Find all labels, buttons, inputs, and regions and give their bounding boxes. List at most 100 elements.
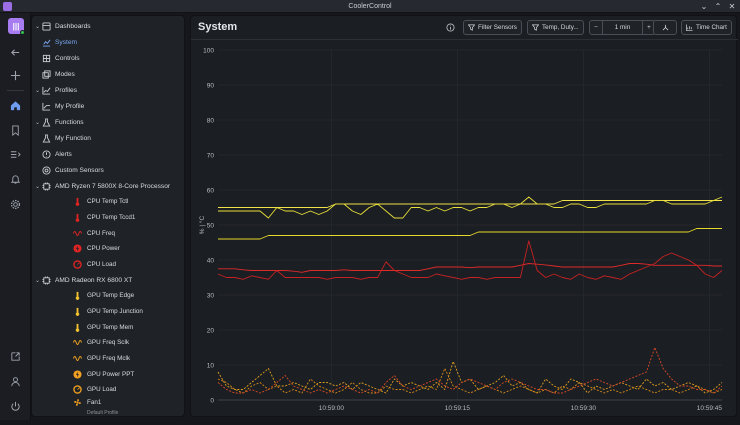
sensor-row[interactable]: GPU Temp Mem58.0° (72, 319, 185, 335)
sensor-row[interactable]: CPU Power41.5W (72, 241, 185, 257)
frequency-icon (72, 337, 83, 348)
rail-divider (7, 90, 24, 91)
flask-icon (41, 117, 52, 128)
tree-label: Profiles (55, 87, 77, 94)
x-tick-label: 10:59:15 (445, 405, 471, 412)
page-title: System (198, 21, 237, 33)
sensor-row[interactable]: CPU Temp Tctl38.3° (72, 194, 185, 210)
sensor-row[interactable]: GPU Power PPT50.0W (72, 367, 185, 383)
tree-item-alerts[interactable]: Alerts (41, 147, 72, 163)
sensor-label: GPU Load (87, 386, 116, 393)
y-axis-label: % | °C (198, 216, 206, 235)
tree-item-functions[interactable]: ⌄ Functions (34, 115, 84, 131)
tree-item-controls[interactable]: Controls (41, 51, 80, 67)
x-tick-label: 10:59:30 (571, 405, 597, 412)
profile-graph-icon (41, 85, 52, 96)
close-icon[interactable]: ✕ (728, 0, 736, 13)
sensor-label: CPU Power (87, 245, 120, 252)
sensor-row[interactable]: CPU Temp Tccd137.3° (72, 210, 185, 226)
frequency-icon (72, 353, 83, 364)
bookmark-icon[interactable] (6, 122, 25, 138)
load-icon (72, 384, 83, 395)
split-icon (662, 24, 669, 31)
filter-sensors-button[interactable]: Filter Sensors (463, 20, 522, 35)
app-logo[interactable]: ||| (8, 18, 24, 34)
thermometer-icon (72, 322, 83, 333)
cpu-icon (41, 181, 52, 192)
y-tick-label: 100 (203, 48, 214, 55)
dropdown-icon[interactable]: ⌄ (700, 0, 708, 13)
chevron-down-icon[interactable]: ⌄ (34, 183, 41, 190)
tree-item-system[interactable]: System (41, 35, 77, 51)
bell-icon[interactable] (6, 171, 25, 187)
filter-icon (468, 24, 475, 31)
profile-graph-icon (41, 101, 52, 112)
sensor-label: CPU Freq (87, 230, 115, 237)
back-arrow-icon[interactable] (6, 44, 25, 60)
time-chart-label: Time Chart (696, 24, 727, 31)
tree-item-profiles[interactable]: ⌄ Profiles (34, 83, 77, 99)
time-range-stepper[interactable]: − 1 min + (589, 20, 656, 35)
navigation-tree: ⌄ Dashboards System Controls Modes ⌄ Pro… (31, 15, 185, 417)
split-view-button[interactable] (653, 20, 677, 35)
window-title: CoolerControl (348, 3, 391, 10)
type-filter-button[interactable]: Temp, Duty... (527, 20, 584, 35)
tree-item-modes[interactable]: Modes (41, 67, 75, 83)
time-range-value[interactable]: 1 min (606, 24, 639, 31)
tree-item-cpu-device[interactable]: ⌄ AMD Ryzen 7 5800X 8-Core Processor (34, 179, 170, 195)
chevron-down-icon[interactable]: ⌄ (34, 277, 41, 284)
info-icon[interactable] (446, 23, 455, 32)
tree-label: AMD Radeon RX 6800 XT (55, 277, 132, 284)
home-icon[interactable] (6, 97, 25, 113)
sensor-row[interactable]: GPU Freq Sclk58MHz (72, 335, 185, 351)
decrement-button[interactable]: − (590, 21, 603, 34)
minimize-icon[interactable]: ⌃ (714, 0, 722, 13)
external-link-icon[interactable] (6, 348, 25, 364)
y-tick-label: 20 (207, 328, 215, 335)
y-tick-label: 80 (207, 118, 215, 125)
y-tick-label: 90 (207, 83, 215, 90)
status-dot (20, 30, 25, 35)
sensor-row[interactable]: GPU Temp Edge49.0° (72, 288, 185, 304)
window-titlebar: CoolerControl ⌄ ⌃ ✕ (0, 0, 740, 13)
chart-icon (41, 37, 52, 48)
series-line-5 (218, 362, 722, 394)
power-icon (72, 243, 83, 254)
chevron-down-icon[interactable]: ⌄ (34, 119, 41, 126)
sensor-row[interactable]: GPU Temp Junction57.0° (72, 304, 185, 320)
sensor-row[interactable]: GPU Load4% (72, 382, 185, 398)
tree-item-my-profile[interactable]: My Profile (41, 99, 84, 115)
thermometer-icon (72, 212, 83, 223)
fan-icon (72, 397, 83, 408)
sensor-label: GPU Temp Edge (87, 292, 134, 299)
sensor-sublabel: Default Profile (87, 405, 185, 417)
chevron-down-icon[interactable]: ⌄ (34, 23, 41, 30)
user-icon[interactable] (6, 373, 25, 389)
y-tick-label: 10 (207, 363, 215, 370)
sensor-row[interactable]: CPU Freq3774MHz (72, 225, 185, 241)
tree-label: Dashboards (55, 23, 91, 30)
power-off-icon[interactable] (6, 398, 25, 414)
dashboard-icon (41, 21, 52, 32)
filter-icon (532, 24, 539, 31)
sensor-label: GPU Temp Mem (87, 324, 133, 331)
add-icon[interactable] (6, 67, 25, 83)
gpu-icon (41, 275, 52, 286)
sensor-row[interactable]: CPU Load5% (72, 257, 185, 273)
frequency-icon (72, 228, 83, 239)
tree-label: Alerts (55, 151, 72, 158)
tree-label: Custom Sensors (55, 167, 104, 174)
list-expand-icon[interactable] (6, 146, 25, 162)
chevron-down-icon[interactable]: ⌄ (34, 87, 41, 94)
time-chart-button[interactable]: Time Chart (681, 20, 732, 35)
series-line-7 (218, 348, 722, 394)
tree-item-custom-sensors[interactable]: Custom Sensors (41, 163, 104, 179)
type-filter-label: Temp, Duty... (542, 24, 579, 31)
tree-item-dashboards[interactable]: ⌄ Dashboards (34, 19, 91, 35)
gear-icon[interactable] (6, 196, 25, 212)
tree-item-my-function[interactable]: My Function (41, 131, 91, 147)
sensor-row[interactable]: GPU Freq Mclk1000MHz (72, 351, 185, 367)
tree-item-gpu-device[interactable]: ⌄ AMD Radeon RX 6800 XT (34, 273, 132, 289)
left-rail: ||| (0, 13, 31, 420)
